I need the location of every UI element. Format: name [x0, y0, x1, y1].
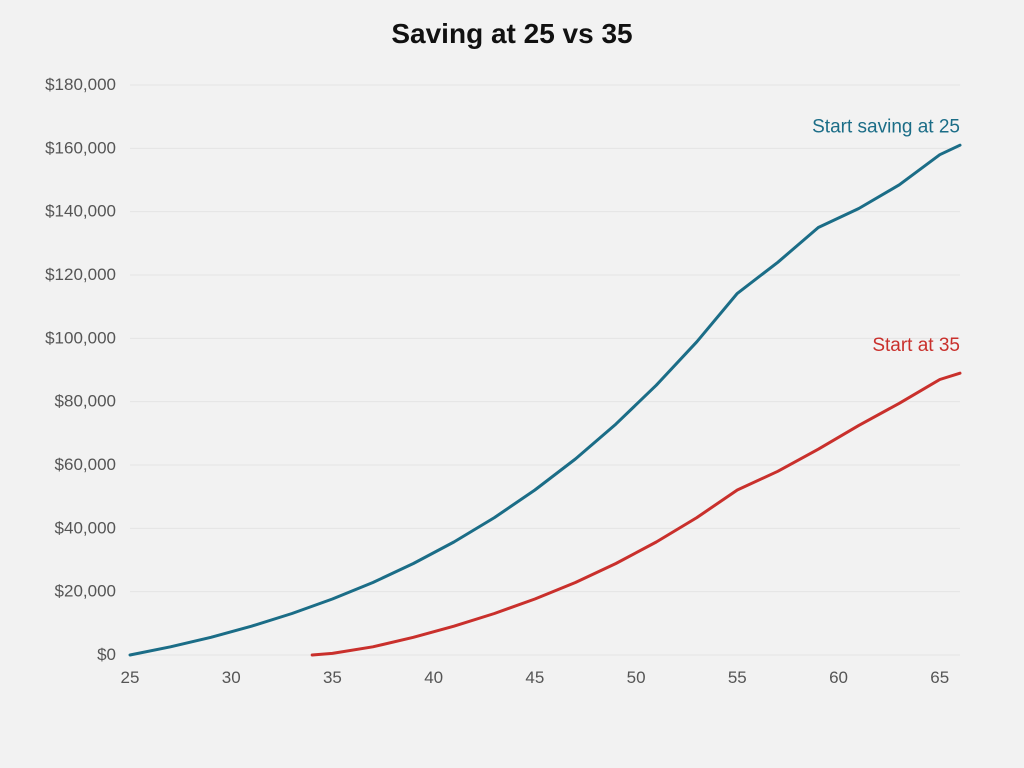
y-tick-label: $120,000: [45, 265, 116, 284]
x-tick-label: 30: [222, 668, 241, 687]
series-line: [312, 373, 960, 655]
x-tick-label: 25: [121, 668, 140, 687]
y-tick-label: $160,000: [45, 138, 116, 157]
y-tick-label: $60,000: [55, 455, 116, 474]
series-label: Start saving at 25: [812, 117, 960, 138]
series-line: [130, 145, 960, 655]
x-tick-label: 60: [829, 668, 848, 687]
y-tick-label: $20,000: [55, 582, 116, 601]
x-tick-label: 65: [930, 668, 949, 687]
x-tick-label: 55: [728, 668, 747, 687]
x-tick-label: 40: [424, 668, 443, 687]
y-tick-label: $0: [97, 645, 116, 664]
savings-chart: Saving at 25 vs 35 $0$20,000$40,000$60,0…: [0, 0, 1024, 768]
y-tick-label: $100,000: [45, 328, 116, 347]
x-tick-label: 45: [525, 668, 544, 687]
x-tick-label: 35: [323, 668, 342, 687]
y-tick-label: $80,000: [55, 392, 116, 411]
y-tick-label: $180,000: [45, 75, 116, 94]
x-tick-label: 50: [627, 668, 646, 687]
series-label: Start at 35: [872, 335, 960, 356]
chart-svg: $0 $20,000 $40,000 $60,000 $80,000 $100,000 $1…: [0, 0, 1024, 768]
y-tick-label: $140,000: [45, 202, 116, 221]
y-tick-label: $40,000: [55, 518, 116, 537]
